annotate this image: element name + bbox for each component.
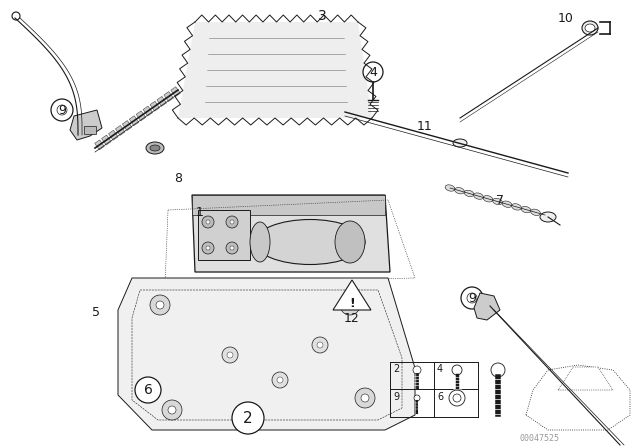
Circle shape — [491, 363, 505, 377]
Circle shape — [51, 99, 73, 121]
Text: 9: 9 — [468, 292, 476, 305]
Circle shape — [312, 337, 328, 353]
Text: 6: 6 — [437, 392, 443, 402]
Circle shape — [272, 372, 288, 388]
Circle shape — [202, 242, 214, 254]
Text: 1: 1 — [196, 206, 204, 219]
Text: 8: 8 — [174, 172, 182, 185]
Circle shape — [57, 105, 67, 115]
Circle shape — [363, 62, 383, 82]
Circle shape — [346, 301, 354, 309]
Ellipse shape — [445, 185, 455, 191]
Circle shape — [230, 246, 234, 250]
Polygon shape — [192, 195, 390, 272]
FancyBboxPatch shape — [198, 210, 250, 260]
Polygon shape — [178, 22, 372, 118]
Text: 5: 5 — [92, 306, 100, 319]
Circle shape — [413, 366, 421, 374]
Text: 2: 2 — [393, 364, 399, 374]
Ellipse shape — [502, 201, 512, 207]
Polygon shape — [118, 278, 415, 430]
Ellipse shape — [464, 190, 474, 197]
Circle shape — [277, 377, 283, 383]
Text: !: ! — [349, 297, 355, 310]
Ellipse shape — [453, 139, 467, 147]
Polygon shape — [164, 91, 173, 102]
Text: 11: 11 — [417, 120, 433, 133]
Text: 4: 4 — [437, 364, 443, 374]
Ellipse shape — [250, 222, 270, 262]
Polygon shape — [474, 293, 500, 320]
Circle shape — [150, 295, 170, 315]
Polygon shape — [333, 280, 371, 310]
Ellipse shape — [146, 142, 164, 154]
Circle shape — [227, 352, 233, 358]
Text: 2: 2 — [243, 410, 253, 426]
Polygon shape — [526, 365, 630, 430]
Ellipse shape — [474, 193, 483, 199]
Ellipse shape — [582, 21, 598, 35]
Polygon shape — [558, 367, 613, 390]
Ellipse shape — [493, 198, 502, 205]
Ellipse shape — [521, 207, 531, 213]
Circle shape — [414, 395, 420, 401]
Text: 7: 7 — [496, 194, 504, 207]
Polygon shape — [129, 116, 139, 126]
Polygon shape — [115, 125, 125, 135]
Ellipse shape — [483, 196, 493, 202]
Ellipse shape — [335, 221, 365, 263]
Circle shape — [135, 377, 161, 403]
Circle shape — [156, 301, 164, 309]
Circle shape — [168, 406, 176, 414]
Ellipse shape — [454, 188, 465, 194]
Ellipse shape — [585, 24, 595, 32]
Polygon shape — [136, 111, 146, 121]
Ellipse shape — [511, 204, 522, 210]
Polygon shape — [157, 96, 166, 106]
Circle shape — [222, 347, 238, 363]
Circle shape — [449, 390, 465, 406]
Ellipse shape — [150, 145, 160, 151]
Text: 6: 6 — [143, 383, 152, 397]
Circle shape — [232, 402, 264, 434]
Circle shape — [230, 220, 234, 224]
Text: 00047525: 00047525 — [520, 434, 560, 443]
Polygon shape — [109, 130, 118, 140]
Circle shape — [361, 394, 369, 402]
Ellipse shape — [540, 212, 556, 222]
Text: 4: 4 — [369, 65, 377, 78]
Text: 12: 12 — [344, 311, 360, 324]
Circle shape — [206, 246, 210, 250]
Circle shape — [226, 242, 238, 254]
Circle shape — [461, 287, 483, 309]
Polygon shape — [122, 121, 132, 130]
Polygon shape — [192, 195, 385, 215]
Circle shape — [12, 12, 20, 20]
Circle shape — [226, 216, 238, 228]
Circle shape — [452, 365, 462, 375]
Ellipse shape — [255, 220, 365, 264]
Polygon shape — [70, 110, 102, 140]
Circle shape — [317, 342, 323, 348]
Polygon shape — [150, 101, 159, 111]
Circle shape — [355, 388, 375, 408]
Text: 3: 3 — [317, 9, 326, 23]
Polygon shape — [95, 140, 104, 150]
Circle shape — [340, 295, 360, 315]
Circle shape — [206, 220, 210, 224]
Circle shape — [467, 293, 477, 303]
Text: 9: 9 — [58, 103, 66, 116]
Text: 10: 10 — [558, 12, 574, 25]
Polygon shape — [102, 135, 111, 145]
Polygon shape — [143, 106, 152, 116]
Text: 9: 9 — [393, 392, 399, 402]
Circle shape — [162, 400, 182, 420]
Circle shape — [202, 216, 214, 228]
Polygon shape — [171, 87, 180, 97]
Circle shape — [453, 394, 461, 402]
FancyBboxPatch shape — [84, 126, 96, 134]
Ellipse shape — [531, 209, 540, 215]
